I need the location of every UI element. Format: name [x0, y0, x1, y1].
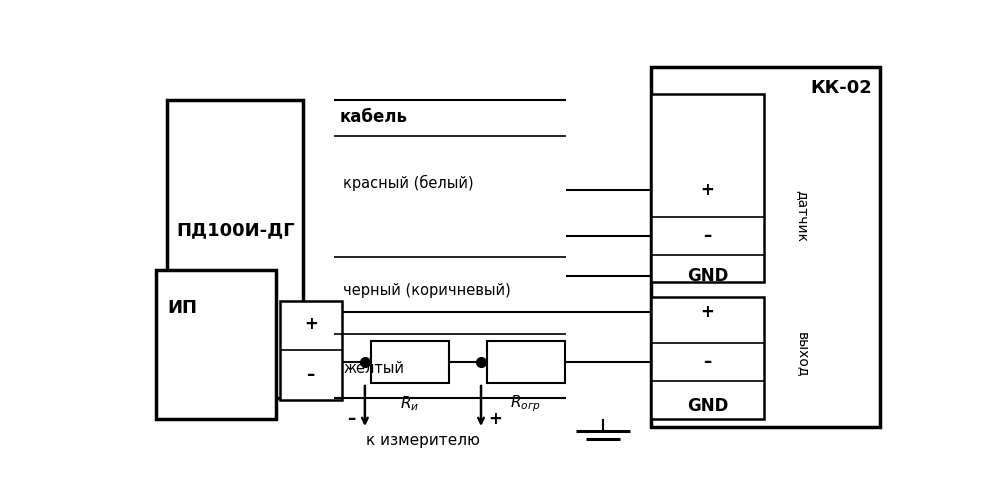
Text: к измерителю: к измерителю: [366, 433, 480, 448]
Text: ПД100И-ДГ: ПД100И-ДГ: [176, 221, 295, 239]
Bar: [488, 341, 564, 383]
Text: КК-02: КК-02: [810, 80, 872, 97]
Text: ИП: ИП: [168, 299, 198, 318]
Text: красный (белый): красный (белый): [344, 175, 474, 191]
Text: выход: выход: [795, 331, 809, 377]
Text: +: +: [489, 411, 501, 428]
Text: желтый: желтый: [344, 361, 405, 376]
Bar: [168, 100, 303, 398]
Bar: [371, 341, 449, 383]
Text: –: –: [307, 366, 315, 384]
Text: $R_{огр}$: $R_{огр}$: [510, 394, 541, 414]
Bar: [651, 94, 763, 282]
Text: +: +: [700, 303, 714, 321]
Text: –: –: [703, 227, 711, 245]
Bar: [651, 297, 763, 419]
Text: датчик: датчик: [795, 190, 809, 243]
Text: +: +: [304, 315, 318, 332]
Text: кабель: кабель: [340, 108, 409, 126]
Text: –: –: [347, 411, 355, 428]
Text: GND: GND: [686, 267, 728, 285]
Bar: [651, 67, 880, 427]
Text: черный (коричневый): черный (коричневый): [344, 283, 510, 298]
Text: $R_и$: $R_и$: [401, 395, 420, 414]
Text: +: +: [700, 181, 714, 199]
Bar: [156, 270, 276, 419]
Bar: [280, 301, 342, 400]
Text: –: –: [703, 353, 711, 371]
Text: GND: GND: [686, 397, 728, 415]
